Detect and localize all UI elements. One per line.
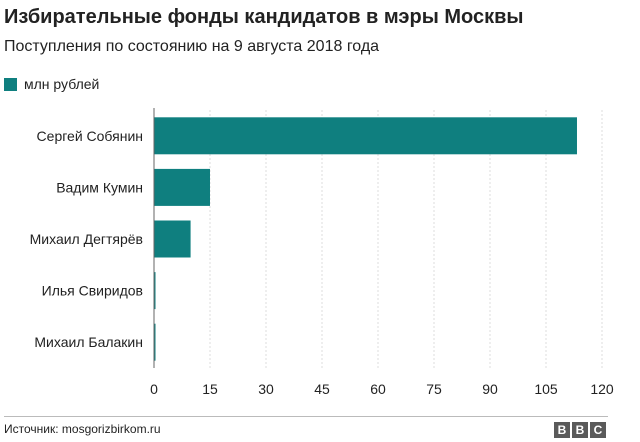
x-tick-label: 90 [482,381,498,397]
source-note: Источник: mosgorizbirkom.ru [4,422,161,436]
legend-swatch [4,77,17,91]
category-label: Илья Свиридов [42,283,143,299]
category-label: Михаил Дегтярёв [30,231,143,247]
bar [154,220,191,258]
x-tick-label: 30 [258,381,274,397]
category-label: Михаил Балакин [34,334,143,350]
legend-label: млн рублей [24,76,100,92]
bbc-logo-letter: B [554,422,570,438]
footer-divider [4,416,608,417]
x-tick-label: 45 [314,381,330,397]
bbc-logo-letter: C [590,422,606,438]
bar [154,323,156,361]
chart-subtitle: Поступления по состоянию на 9 августа 20… [4,38,380,55]
chart-title: Избирательные фонды кандидатов в мэры Мо… [4,6,524,28]
bar [154,272,156,310]
category-label: Вадим Кумин [56,179,143,195]
bar [154,117,577,155]
bbc-logo-letter: B [572,422,588,438]
x-tick-label: 105 [534,381,558,397]
x-tick-label: 60 [370,381,386,397]
x-tick-label: 75 [426,381,442,397]
x-tick-label: 120 [590,381,614,397]
x-tick-label: 15 [202,381,218,397]
x-tick-label: 0 [150,381,158,397]
category-label: Сергей Собянин [37,128,143,144]
bar [154,168,210,206]
legend: млн рублей [4,76,99,92]
bbc-logo: B B C [554,422,606,438]
